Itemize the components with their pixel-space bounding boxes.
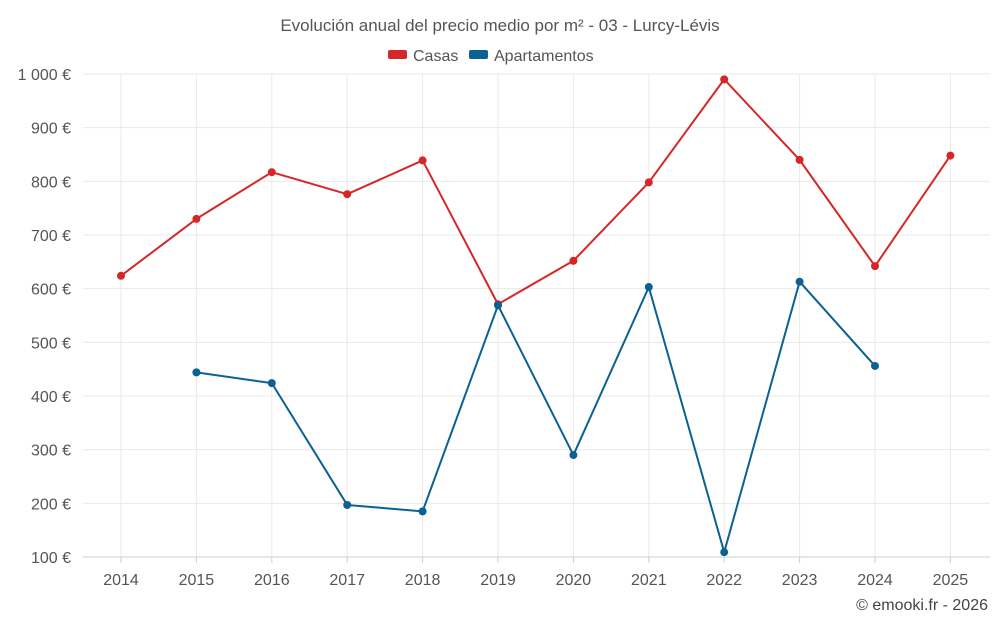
x-tick-label: 2023 <box>782 572 818 589</box>
data-point[interactable] <box>871 361 879 370</box>
x-tick-label: 2014 <box>103 572 139 589</box>
y-tick-label: 800 € <box>31 174 71 191</box>
series-line-casas <box>120 78 952 306</box>
y-tick-label: 500 € <box>31 335 71 352</box>
data-point[interactable] <box>795 155 804 164</box>
data-point[interactable] <box>795 277 804 286</box>
data-point[interactable] <box>871 262 879 271</box>
legend-swatch <box>469 50 488 59</box>
data-point[interactable] <box>192 214 201 223</box>
data-point[interactable] <box>720 75 729 84</box>
data-point[interactable] <box>267 168 276 177</box>
y-tick-label: 1 000 € <box>18 67 71 84</box>
credit-text: © emooki.fr - 2026 <box>856 597 988 614</box>
data-point[interactable] <box>494 301 502 310</box>
y-tick-label: 600 € <box>31 282 71 299</box>
axes: 100 € 200 € 300 € 400 € 500 € 600 € 700 € 800 €… <box>18 67 990 589</box>
x-tick-label: 2017 <box>329 572 365 589</box>
y-tick-label: 100 € <box>31 550 71 567</box>
x-tick-label: 2016 <box>254 572 290 589</box>
series-line-apartamentos <box>196 280 876 554</box>
legend[interactable]: Casas Apartamentos <box>388 48 594 65</box>
data-point[interactable] <box>267 379 276 388</box>
x-tick-label: 2021 <box>631 572 667 589</box>
y-tick-label: 700 € <box>31 228 71 245</box>
grid <box>83 73 990 557</box>
data-point[interactable] <box>343 190 352 199</box>
data-point[interactable] <box>343 500 352 509</box>
y-tick-label: 300 € <box>31 443 71 460</box>
y-tick-label: 200 € <box>31 496 71 513</box>
x-tick-label: 2020 <box>556 572 592 589</box>
data-point[interactable] <box>946 151 955 160</box>
x-tick-label: 2024 <box>857 572 893 589</box>
series-casas <box>117 75 955 309</box>
legend-swatch <box>388 50 407 59</box>
data-point[interactable] <box>418 156 427 165</box>
x-tick-label: 2022 <box>706 572 742 589</box>
x-tick-label: 2018 <box>405 572 441 589</box>
x-tick-label: 2015 <box>179 572 215 589</box>
data-point[interactable] <box>644 283 653 292</box>
legend-item-casas[interactable]: Casas <box>388 48 458 65</box>
data-point[interactable] <box>720 548 729 557</box>
chart-title: Evolución anual del precio medio por m² … <box>280 16 719 35</box>
legend-label: Apartamentos <box>494 48 594 65</box>
data-point[interactable] <box>418 507 427 516</box>
data-point[interactable] <box>192 368 201 377</box>
legend-label: Casas <box>413 48 458 65</box>
series-apartamentos <box>192 277 879 557</box>
data-point[interactable] <box>569 451 578 460</box>
x-tick-label: 2019 <box>480 572 516 589</box>
legend-item-apartamentos[interactable]: Apartamentos <box>469 48 594 65</box>
data-point[interactable] <box>644 178 653 187</box>
y-tick-label: 400 € <box>31 389 71 406</box>
y-tick-label: 900 € <box>31 121 71 138</box>
x-tick-label: 2025 <box>933 572 969 589</box>
data-point[interactable] <box>117 271 125 280</box>
series-layer <box>117 75 955 557</box>
data-point[interactable] <box>569 256 578 265</box>
